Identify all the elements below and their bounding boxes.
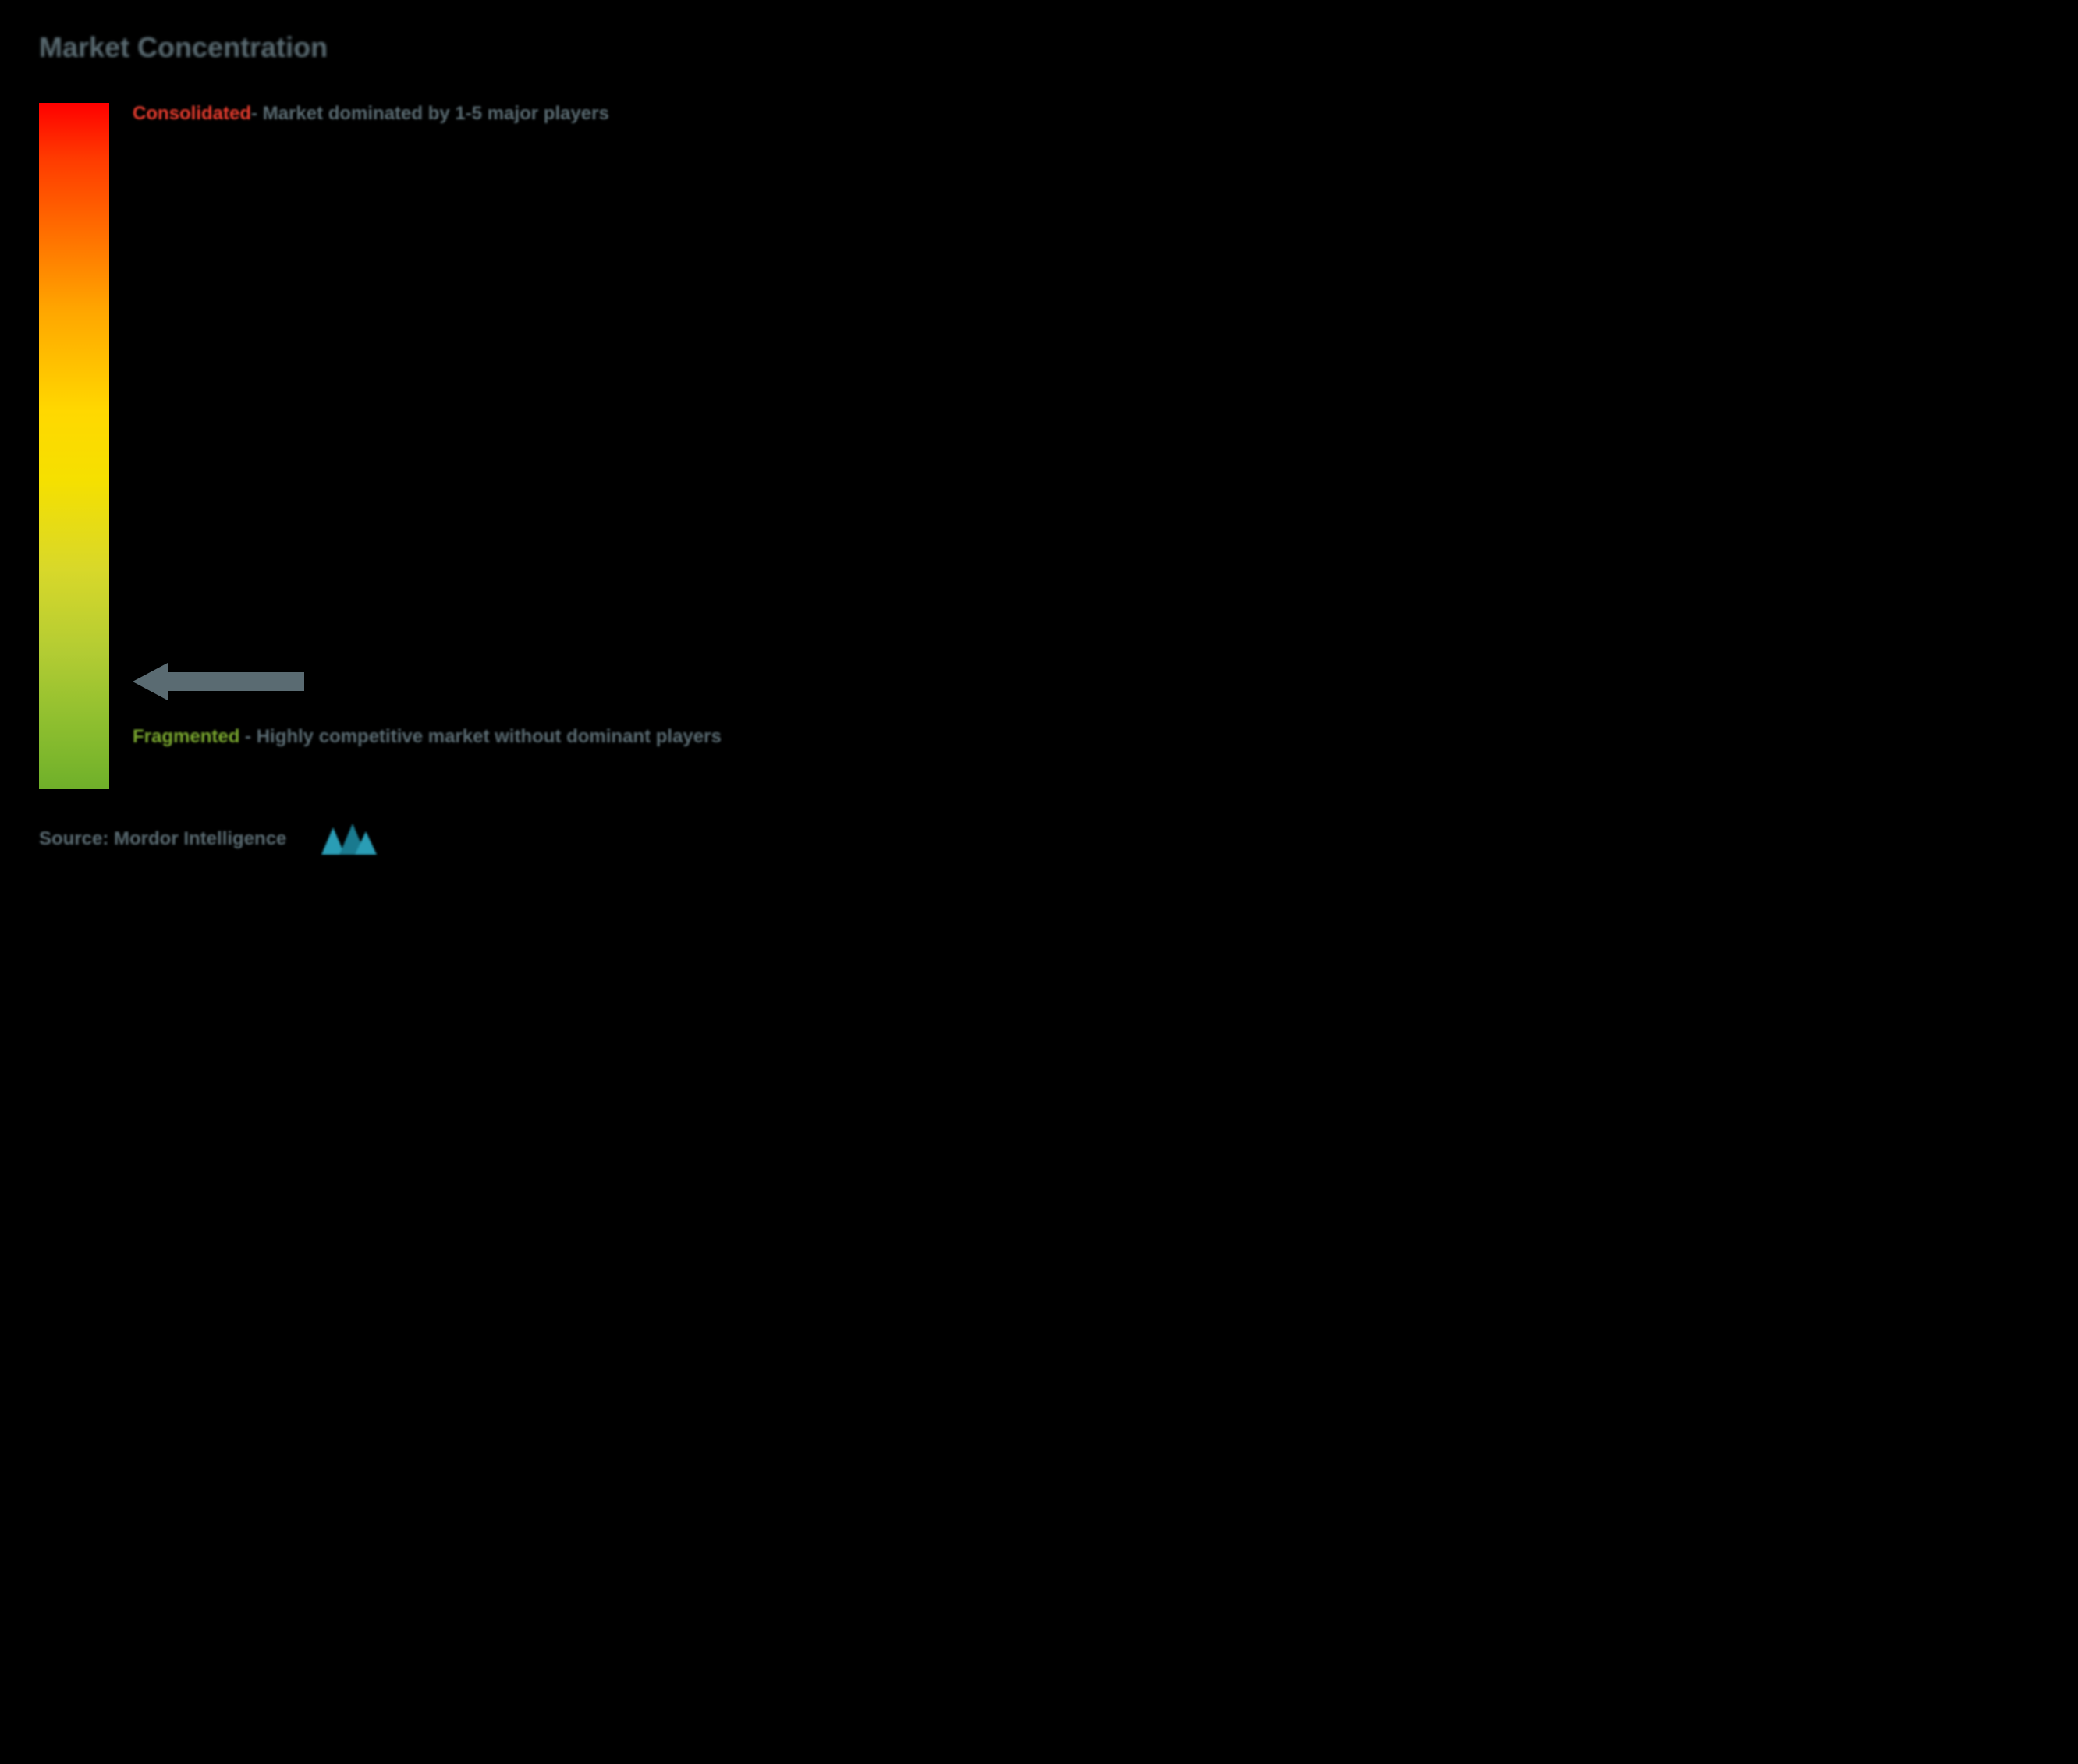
fragmented-term: Fragmented <box>133 726 239 747</box>
consolidated-description: Market dominated by 1-5 major players <box>263 103 609 124</box>
fragmented-description: Highly competitive market without domina… <box>257 726 722 747</box>
source-attribution: Source: Mordor Intelligence <box>39 828 286 850</box>
consolidated-label: Consolidated- Market dominated by 1-5 ma… <box>133 103 609 125</box>
footer: Source: Mordor Intelligence <box>39 820 380 859</box>
scale-labels: Consolidated- Market dominated by 1-5 ma… <box>133 103 1000 805</box>
arrow-left-icon <box>133 663 304 700</box>
mordor-logo-icon <box>317 820 380 859</box>
source-name: Mordor Intelligence <box>114 828 286 849</box>
page-title: Market Concentration <box>39 31 1000 64</box>
consolidated-term: Consolidated <box>133 103 251 124</box>
consolidated-separator: - <box>251 103 263 124</box>
source-prefix: Source: <box>39 828 114 849</box>
fragmented-label: Fragmented - Highly competitive market w… <box>133 719 722 755</box>
fragmented-separator: - <box>239 726 256 747</box>
concentration-scale: Consolidated- Market dominated by 1-5 ma… <box>39 103 1000 805</box>
position-indicator-arrow <box>133 663 304 700</box>
gradient-scale-bar <box>39 103 109 789</box>
